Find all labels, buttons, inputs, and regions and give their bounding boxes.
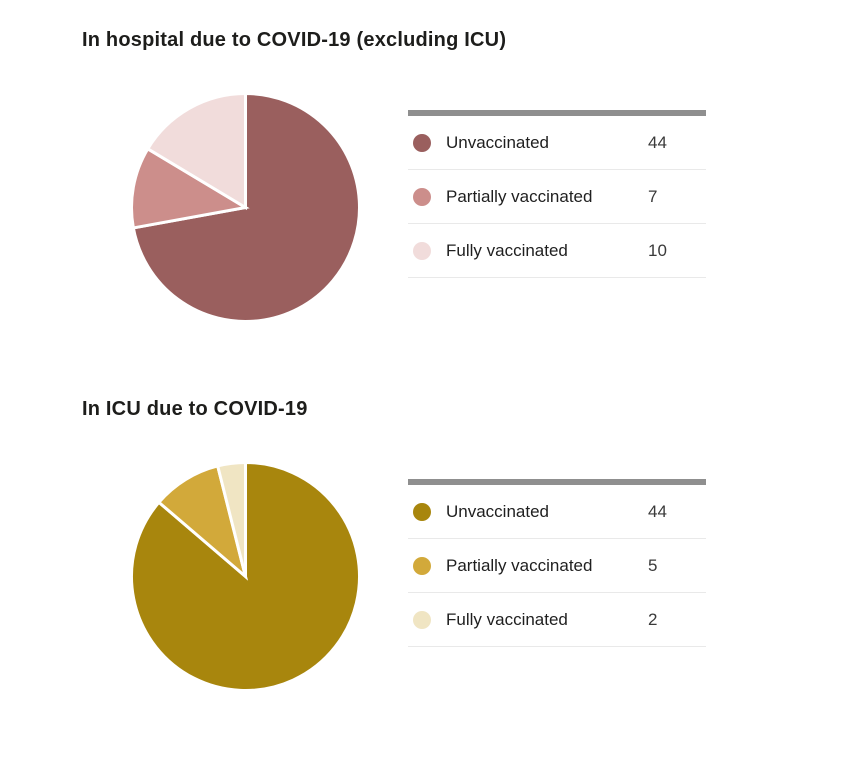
- pie-slice-fully-vaccinated: [215, 460, 247, 577]
- fully-vaccinated-swatch-icon: [413, 610, 431, 629]
- legend-row-fully-vaccinated: Fully vaccinated 10: [408, 224, 706, 278]
- hospital-pie-svg: [130, 91, 361, 323]
- fully-vaccinated-swatch-icon: [413, 241, 431, 260]
- legend-label: Unvaccinated: [446, 501, 550, 521]
- legend-row-partially-vaccinated: Partially vaccinated 7: [408, 170, 706, 224]
- icu-pie-svg: [130, 460, 361, 692]
- legend-value: 44: [648, 132, 667, 152]
- icu-legend: Unvaccinated 44 Partially vaccinated 5 F…: [408, 479, 706, 647]
- unvaccinated-swatch-icon: [413, 133, 431, 152]
- legend-top-bar: [408, 110, 706, 116]
- legend-value: 44: [648, 501, 667, 521]
- legend-value: 10: [648, 240, 667, 260]
- hospital-legend: Unvaccinated 44 Partially vaccinated 7 F…: [408, 110, 706, 278]
- unvaccinated-swatch-icon: [413, 502, 431, 521]
- hospital-pie-chart: [128, 90, 363, 325]
- icu-pie-chart: [128, 459, 363, 694]
- partially-vaccinated-swatch-icon: [413, 556, 431, 575]
- legend-label: Partially vaccinated: [446, 186, 593, 206]
- hospital-chart-body: Unvaccinated 44 Partially vaccinated 7 F…: [82, 90, 862, 325]
- legend-value: 5: [648, 555, 658, 575]
- hospital-chart-title: In hospital due to COVID-19 (excluding I…: [82, 29, 507, 51]
- legend-value: 2: [648, 609, 658, 629]
- icu-chart-body: Unvaccinated 44 Partially vaccinated 5 F…: [82, 459, 862, 694]
- legend-top-bar: [408, 479, 706, 485]
- legend-row-partially-vaccinated: Partially vaccinated 5: [408, 539, 706, 593]
- partially-vaccinated-swatch-icon: [413, 187, 431, 206]
- legend-row-unvaccinated: Unvaccinated 44: [408, 485, 706, 539]
- legend-value: 7: [648, 186, 658, 206]
- pie-slice-unvaccinated: [130, 460, 361, 692]
- legend-row-fully-vaccinated: Fully vaccinated 2: [408, 593, 706, 647]
- pie-slice-fully-vaccinated: [145, 91, 247, 211]
- legend-label: Partially vaccinated: [446, 555, 593, 575]
- pie-slice-partially-vaccinated: [130, 146, 250, 230]
- icu-chart-section: In ICU due to COVID-19 Unvaccinated 44 P…: [82, 396, 862, 694]
- legend-label: Unvaccinated: [446, 132, 550, 152]
- icu-chart-title: In ICU due to COVID-19: [82, 398, 308, 420]
- legend-label: Fully vaccinated: [446, 240, 568, 260]
- legend-label: Fully vaccinated: [446, 609, 568, 629]
- hospital-chart-section: In hospital due to COVID-19 (excluding I…: [82, 27, 862, 325]
- legend-row-unvaccinated: Unvaccinated 44: [408, 116, 706, 170]
